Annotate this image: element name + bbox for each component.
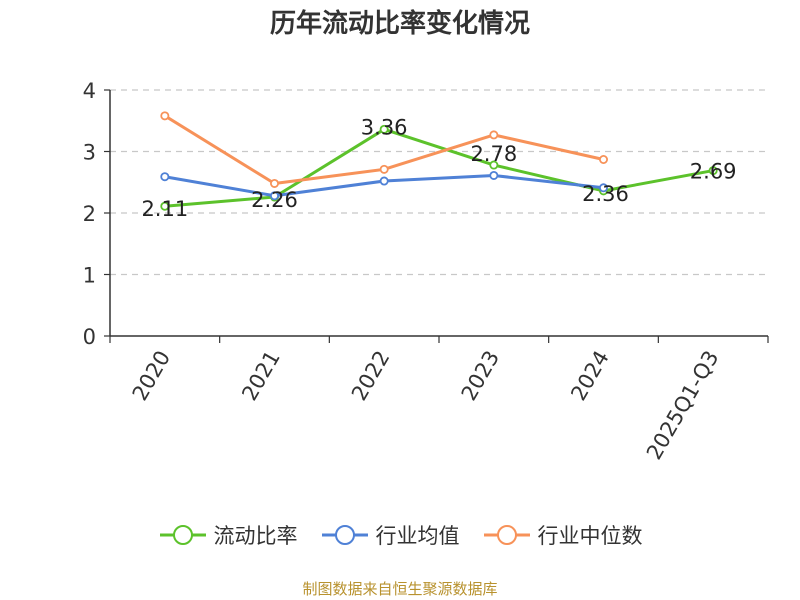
chart-title: 历年流动比率变化情况	[269, 9, 530, 39]
y-tick-label: 0	[83, 325, 96, 349]
legend-label: 行业中位数	[537, 524, 643, 548]
x-tick-label: 2023	[457, 347, 505, 405]
data-label: 2.78	[470, 142, 517, 166]
legend-item-1[interactable]: 行业均值	[320, 520, 460, 550]
data-point	[379, 176, 389, 186]
data-label: 3.36	[361, 115, 408, 139]
data-point	[160, 111, 170, 121]
data-label: 2.26	[251, 188, 298, 212]
x-tick-label: 2024	[566, 347, 614, 405]
series-lines	[160, 111, 718, 211]
x-tick-label: 2021	[237, 347, 285, 405]
y-tick-label: 3	[83, 141, 96, 165]
data-label: 2.11	[141, 197, 188, 221]
data-point	[379, 164, 389, 174]
x-tick-label: 2020	[128, 347, 176, 405]
y-tick-label: 1	[83, 264, 96, 288]
source-note: 制图数据来自恒生聚源数据库	[302, 580, 498, 598]
legend-item-2[interactable]: 行业中位数	[482, 520, 643, 550]
x-tick-label: 2025Q1-Q3	[642, 347, 724, 464]
legend-marker-icon	[321, 525, 368, 545]
data-point	[708, 166, 718, 176]
legend-label: 行业均值	[375, 524, 460, 548]
data-point	[160, 172, 170, 182]
data-point	[599, 183, 609, 193]
grid-lines	[110, 89, 768, 276]
data-point	[599, 154, 609, 164]
data-point	[489, 170, 499, 180]
data-point	[379, 124, 389, 134]
series-line-0	[164, 127, 714, 208]
y-tick-label: 2	[83, 202, 96, 226]
data-label: 2.69	[690, 160, 737, 184]
data-point	[489, 160, 499, 170]
legend-marker-icon	[159, 525, 206, 545]
data-point	[269, 178, 279, 188]
legend-item-0[interactable]: 流动比率	[158, 520, 298, 550]
legend-marker-icon	[483, 525, 530, 545]
legend: 流动比率 行业均值 行业中位数	[0, 520, 800, 550]
legend-label: 流动比率	[213, 524, 298, 548]
x-tick-label: 2022	[347, 347, 395, 405]
data-label: 2.36	[582, 182, 629, 206]
axes: 0 1 2 3 4 2020 2021 2022 2023 2024 2025Q1-Q3	[83, 79, 769, 464]
data-point	[489, 130, 499, 140]
data-labels: 2.11 2.26 3.36 2.78 2.36 2.69	[141, 115, 736, 221]
data-point	[269, 191, 279, 201]
data-point	[160, 201, 170, 211]
y-tick-label: 4	[83, 79, 96, 103]
